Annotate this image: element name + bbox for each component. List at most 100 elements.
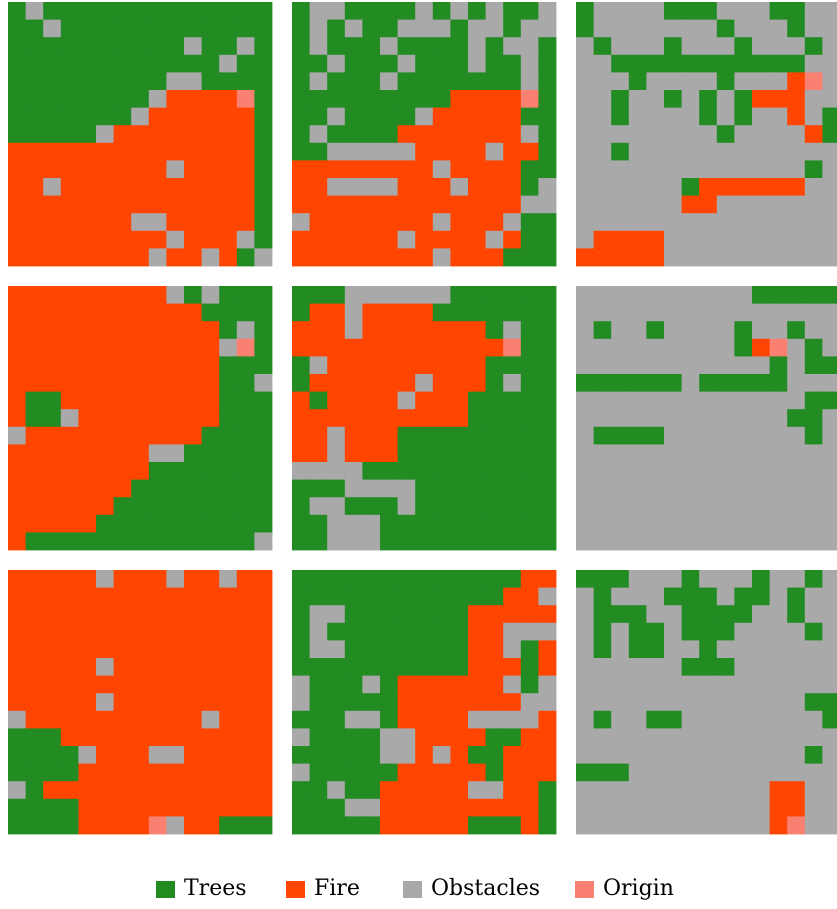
obstacle-cell <box>769 640 788 659</box>
fire-cell <box>78 409 97 428</box>
fire-cell <box>485 798 504 817</box>
fire-cell <box>415 763 434 782</box>
tree-cell <box>254 391 273 410</box>
tree-cell <box>43 125 62 144</box>
fire-cell <box>60 338 79 357</box>
fire-cell <box>166 374 185 392</box>
obstacle-cell <box>611 195 630 214</box>
tree-cell <box>113 54 132 73</box>
fire-cell <box>415 746 434 764</box>
tree-cell <box>344 763 363 782</box>
obstacle-cell <box>646 356 665 375</box>
fire-cell <box>309 321 328 340</box>
tree-cell <box>254 286 273 304</box>
obstacle-cell <box>219 570 238 588</box>
obstacle-cell <box>804 658 823 676</box>
obstacle-cell <box>611 781 630 800</box>
fire-cell <box>166 213 185 232</box>
fire-cell <box>60 374 79 392</box>
obstacle-cell <box>769 570 788 588</box>
tree-cell <box>362 781 381 800</box>
tree-cell <box>576 570 594 588</box>
fire-cell <box>450 391 469 410</box>
obstacle-cell <box>681 462 700 480</box>
fire-cell <box>201 195 220 214</box>
obstacle-cell <box>769 497 788 516</box>
tree-cell <box>520 160 539 179</box>
fire-cell <box>309 195 328 214</box>
obstacle-cell <box>769 693 788 712</box>
obstacle-cell <box>699 570 718 588</box>
obstacle-cell <box>734 125 753 144</box>
tree-cell <box>254 356 273 375</box>
tree-cell <box>380 532 398 551</box>
obstacle-cell <box>628 2 647 20</box>
obstacle-cell <box>380 286 398 304</box>
tree-cell <box>450 622 469 641</box>
tree-cell <box>344 570 363 588</box>
fire-cell <box>201 409 220 428</box>
obstacle-cell <box>664 321 682 340</box>
tree-cell <box>699 658 718 676</box>
obstacle-cell <box>804 587 823 606</box>
obstacle-cell <box>787 763 806 782</box>
tree-cell <box>78 532 97 551</box>
tree-cell <box>254 19 273 38</box>
fire-cell <box>485 675 504 694</box>
fire-cell <box>25 195 44 214</box>
obstacle-cell <box>646 570 665 588</box>
tree-cell <box>344 693 363 712</box>
obstacle-cell <box>681 356 700 375</box>
fire-cell <box>113 570 132 588</box>
fire-cell <box>468 248 486 267</box>
fire-cell <box>78 763 97 782</box>
obstacle-cell <box>787 230 806 249</box>
tree-cell <box>166 462 185 480</box>
fire-cell <box>166 675 185 694</box>
obstacle-cell <box>664 479 682 498</box>
fire-cell <box>327 321 346 340</box>
obstacle-cell <box>716 37 735 56</box>
fire-cell <box>60 605 79 624</box>
grid-panel <box>292 286 557 551</box>
tree-cell <box>362 693 381 712</box>
obstacle-cell <box>576 409 594 428</box>
tree-cell <box>752 54 770 73</box>
obstacle-cell <box>716 763 735 782</box>
obstacle-cell <box>664 142 682 161</box>
fire-cell <box>503 90 522 108</box>
tree-cell <box>131 2 150 20</box>
fire-cell <box>78 622 97 641</box>
grid-panel <box>576 2 837 267</box>
tree-cell <box>292 107 310 126</box>
fire-cell <box>344 356 363 375</box>
fire-cell <box>380 213 398 232</box>
fire-cell <box>292 444 310 463</box>
obstacle-cell <box>664 781 682 800</box>
fire-cell <box>148 107 167 126</box>
fire-cell <box>485 693 504 712</box>
obstacle-cell <box>822 321 837 340</box>
fire-cell <box>8 479 26 498</box>
fire-cell <box>362 374 381 392</box>
tree-cell <box>485 72 504 91</box>
obstacle-cell <box>166 816 185 835</box>
fire-cell <box>131 356 150 375</box>
tree-cell <box>236 409 255 428</box>
fire-cell <box>362 213 381 232</box>
tree-cell <box>362 125 381 144</box>
tree-cell <box>538 286 557 304</box>
obstacle-cell <box>576 90 594 108</box>
fire-cell <box>8 195 26 214</box>
obstacle-cell <box>716 286 735 304</box>
obstacle-cell <box>415 374 434 392</box>
fire-cell <box>292 426 310 445</box>
tree-cell <box>538 72 557 91</box>
fire-cell <box>78 374 97 392</box>
tree-cell <box>432 497 451 516</box>
fire-cell <box>450 763 469 782</box>
obstacle-cell <box>716 248 735 267</box>
tree-cell <box>309 658 328 676</box>
tree-cell <box>769 2 788 20</box>
fire-cell <box>43 195 62 214</box>
